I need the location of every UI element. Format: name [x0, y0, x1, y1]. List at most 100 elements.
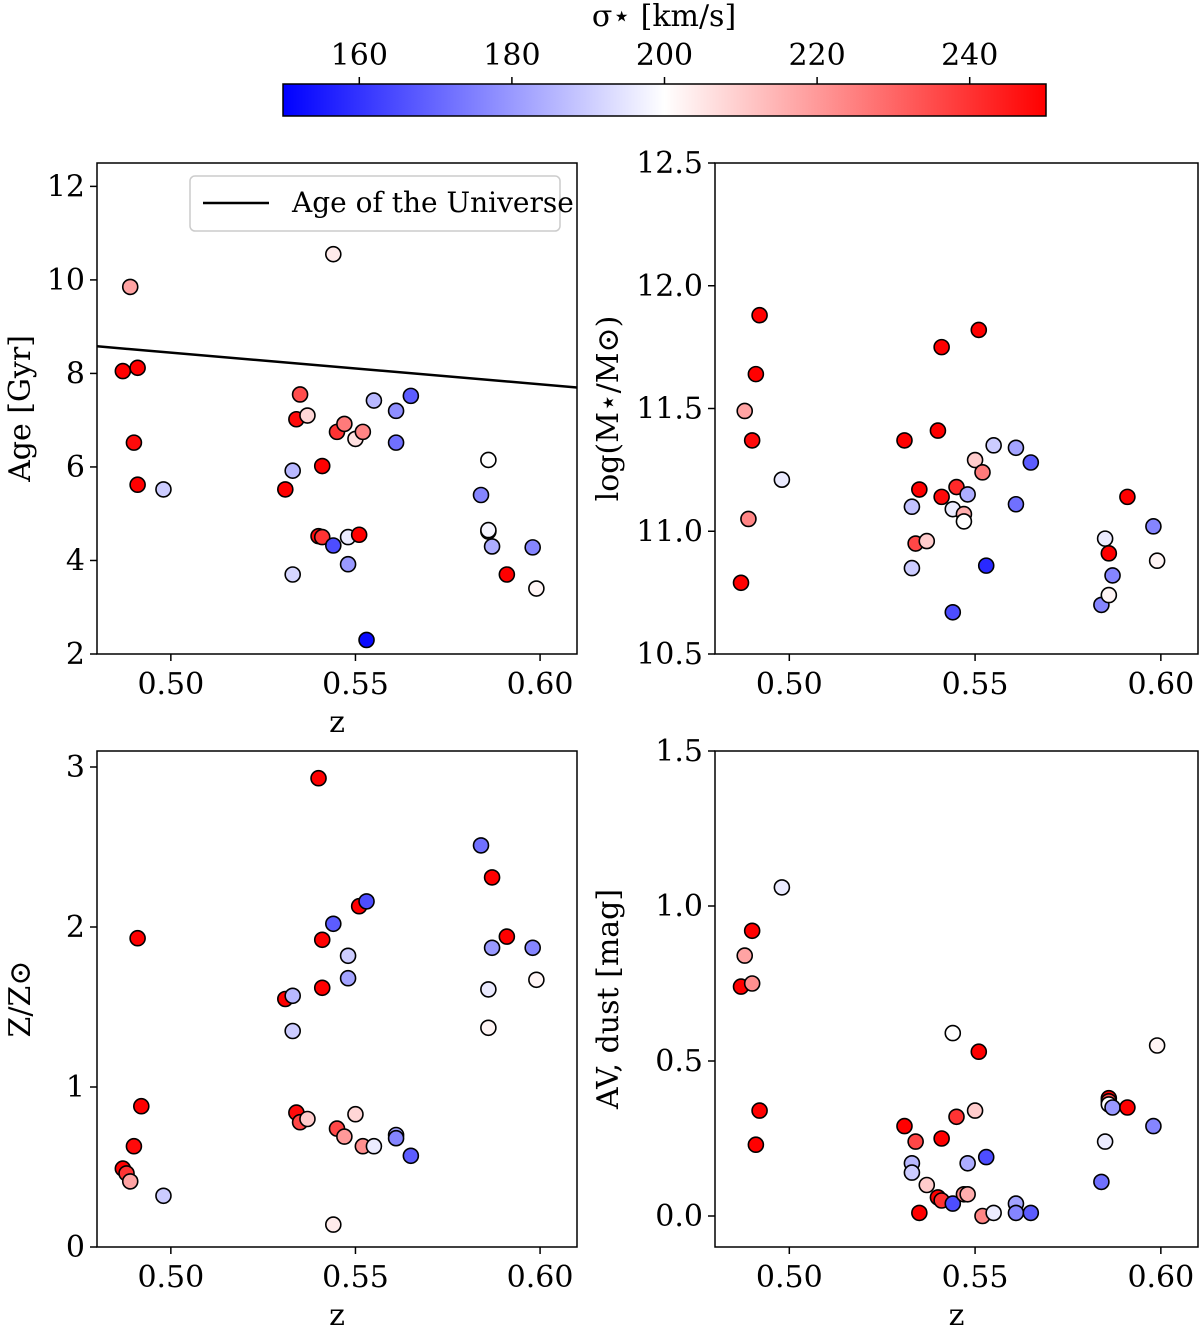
- scatter-point: [291, 386, 309, 403]
- scatter-point: [339, 947, 357, 965]
- y-tick-label: 11.0: [636, 514, 703, 549]
- scatter-point: [747, 365, 765, 383]
- x-tick-label: 0.50: [756, 667, 823, 702]
- scatter-point: [985, 437, 1002, 454]
- scatter-point: [1119, 488, 1136, 506]
- scatter-point: [1007, 439, 1025, 457]
- scatter-point: [129, 476, 146, 494]
- axes-frame: [96, 162, 578, 655]
- colorbar-ticks: 160 180 200 220 240: [331, 38, 998, 84]
- scatter-point: [480, 1019, 497, 1037]
- scatter-point: [325, 915, 342, 933]
- scatter-point: [970, 1043, 988, 1060]
- scatter-point: [1100, 586, 1118, 604]
- y-axis-label: log(M⋆/M⊙): [591, 316, 626, 502]
- scatter-point: [483, 538, 501, 555]
- colorbar-tick-label: 160: [331, 38, 388, 73]
- scatter-point: [483, 869, 501, 886]
- y-tick-label: 1: [66, 1070, 85, 1105]
- scatter-point: [751, 306, 768, 324]
- scatter-point: [732, 574, 750, 592]
- colorbar-tick-label: 180: [483, 38, 540, 73]
- scatter-point: [1145, 1117, 1162, 1135]
- scatter-point: [911, 1204, 928, 1222]
- y-axis-label: Age [Gyr]: [3, 335, 38, 483]
- scatter-point: [747, 1136, 765, 1153]
- scatter-point: [387, 402, 405, 420]
- x-tick-label: 0.55: [322, 1260, 389, 1295]
- scatter-point: [896, 432, 913, 449]
- axes-frame: [714, 162, 1199, 655]
- scatter-point: [929, 422, 947, 439]
- scatter-point: [918, 1176, 936, 1194]
- scatter-point: [313, 457, 331, 475]
- scatter-point: [948, 1108, 965, 1126]
- scatter-point: [773, 879, 791, 896]
- scatter-point: [966, 1102, 984, 1119]
- y-tick-label: 3: [66, 750, 85, 785]
- scatter-point: [480, 521, 497, 539]
- x-tick-label: 0.55: [322, 667, 389, 702]
- scatter-point: [959, 486, 976, 503]
- y-tick-label: 11.5: [636, 392, 703, 427]
- x-tick-label: 0.60: [507, 667, 574, 702]
- scatter-point: [955, 513, 973, 530]
- scatter-point: [277, 481, 294, 498]
- scatter-point: [903, 1164, 921, 1181]
- scatter-point: [1096, 530, 1114, 547]
- scatter-point: [347, 1105, 364, 1123]
- y-tick-label: 2: [66, 910, 85, 945]
- y-tick-label: 8: [66, 356, 85, 391]
- panel-dust: 0.50 0.55 0.60 0.0 0.5 1.0 1.5 z AV, dust [mag]: [591, 734, 1199, 1331]
- scatter-point: [911, 481, 928, 498]
- y-axis-label: AV, dust [mag]: [591, 889, 626, 1110]
- scatter-point: [325, 537, 342, 554]
- y-tick-label: 0.0: [655, 1199, 703, 1234]
- scatter-point: [1148, 1037, 1166, 1054]
- scatter-point: [402, 387, 420, 405]
- scatter-point: [284, 462, 301, 479]
- x-tick-label: 0.55: [942, 1260, 1009, 1295]
- scatter-points: [732, 879, 1166, 1225]
- scatter-point: [970, 321, 988, 339]
- scatter-point: [354, 423, 372, 441]
- scatter-point: [284, 1022, 301, 1040]
- x-axis-label: z: [329, 705, 345, 740]
- scatter-point: [907, 1133, 924, 1150]
- x-tick-label: 0.50: [756, 1260, 823, 1295]
- x-tick-label: 0.50: [137, 667, 204, 702]
- scatter-point: [284, 987, 301, 1005]
- scatter-point: [918, 532, 936, 550]
- scatter-point: [959, 1186, 976, 1203]
- scatter-point: [483, 939, 501, 957]
- scatter-point: [125, 1137, 143, 1155]
- scatter-point: [896, 1117, 913, 1135]
- scatter-point: [528, 971, 545, 989]
- scatter-point: [1007, 1204, 1025, 1222]
- colorbar: σ⋆ [km/s] 160 180 200 220 240: [282, 0, 1047, 117]
- scatter-point: [129, 929, 146, 947]
- y-tick-label: 0.5: [655, 1044, 703, 1079]
- axes-frame: [714, 750, 1199, 1248]
- scatter-point: [1100, 545, 1118, 562]
- scatter-point: [472, 837, 490, 854]
- y-tick-label: 1.0: [655, 889, 703, 924]
- scatter-point: [736, 947, 754, 964]
- axes-frame: [96, 750, 578, 1248]
- scatter-point: [743, 922, 761, 940]
- y-tick-label: 12.0: [636, 269, 703, 304]
- y-tick-label: 1.5: [655, 734, 703, 769]
- x-tick-label: 0.55: [942, 667, 1009, 702]
- scatter-point: [933, 338, 950, 356]
- colorbar-label: σ⋆ [km/s]: [592, 0, 736, 34]
- scatter-point: [524, 539, 541, 556]
- x-tick-label: 0.60: [507, 1260, 574, 1295]
- colorbar-tick-label: 200: [636, 38, 693, 73]
- scatter-point: [129, 359, 146, 377]
- scatter-point: [1145, 518, 1162, 535]
- scatter-points: [114, 245, 545, 649]
- scatter-point: [125, 434, 143, 451]
- scatter-point: [365, 1137, 383, 1155]
- scatter-point: [974, 464, 991, 481]
